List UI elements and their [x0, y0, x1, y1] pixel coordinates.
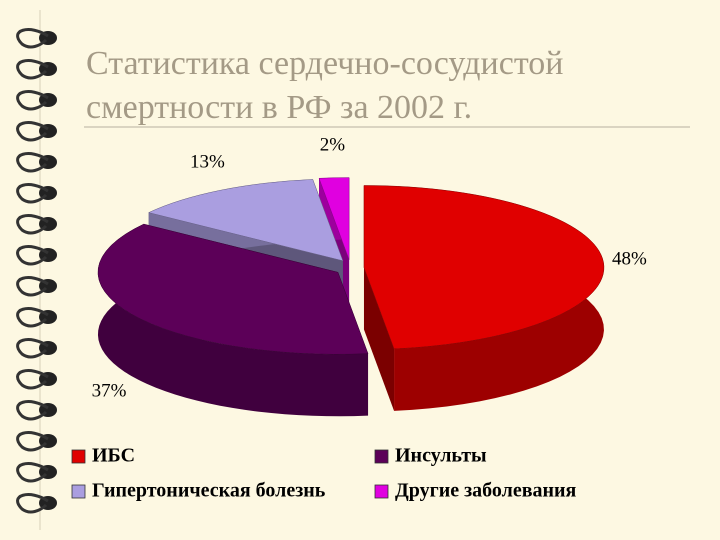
legend-label: Инсульты	[395, 445, 487, 467]
data-label: 37%	[92, 380, 127, 401]
slice-side	[97, 224, 369, 417]
pie: 48% 37% 13% 2%	[92, 135, 647, 417]
data-label: 13%	[190, 151, 225, 172]
slice	[147, 179, 344, 262]
legend-label: ИБС	[92, 445, 135, 467]
legend-swatch	[71, 449, 86, 464]
data-label: 2%	[320, 135, 346, 156]
slice	[363, 185, 605, 350]
legend: ИБС Инсульты Гипертоническая болезнь Другие…	[71, 445, 577, 502]
data-label: 48%	[612, 249, 647, 270]
slide-title: Статистика сердечно-сосудистой смертност…	[86, 45, 564, 126]
legend-label: Гипертоническая болезнь	[92, 480, 326, 502]
legend-swatch	[71, 484, 86, 499]
legend-swatch	[374, 449, 389, 464]
slice	[318, 177, 350, 260]
legend-swatch	[374, 484, 389, 499]
legend-label: Другие заболевания	[395, 480, 577, 502]
slice	[97, 223, 369, 355]
slice-side	[363, 267, 395, 411]
